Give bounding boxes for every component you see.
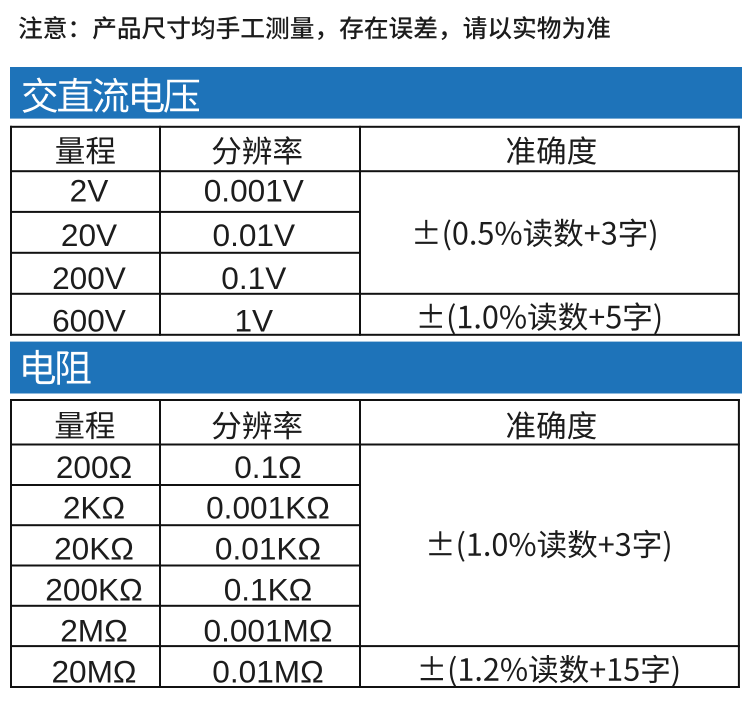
svg-text:0.1V: 0.1V xyxy=(221,260,286,296)
svg-text:2MΩ: 2MΩ xyxy=(60,612,128,648)
svg-text:0.001MΩ: 0.001MΩ xyxy=(204,612,333,648)
svg-text:600V: 600V xyxy=(52,303,126,339)
svg-text:200V: 200V xyxy=(52,260,126,296)
svg-text:0.1KΩ: 0.1KΩ xyxy=(224,572,313,608)
svg-text:0.01V: 0.01V xyxy=(213,217,296,253)
svg-text:20MΩ: 20MΩ xyxy=(51,654,136,690)
svg-text:0.001KΩ: 0.001KΩ xyxy=(206,490,330,526)
svg-text:1V: 1V xyxy=(234,303,273,339)
svg-text:0.01MΩ: 0.01MΩ xyxy=(212,654,323,690)
svg-text:200KΩ: 200KΩ xyxy=(45,572,142,608)
svg-text:20V: 20V xyxy=(61,217,117,253)
svg-text:20KΩ: 20KΩ xyxy=(54,531,134,567)
svg-text:200Ω: 200Ω xyxy=(56,449,132,485)
svg-text:2KΩ: 2KΩ xyxy=(63,490,125,526)
svg-text:0.01KΩ: 0.01KΩ xyxy=(215,531,321,567)
svg-text:2V: 2V xyxy=(70,173,109,209)
svg-text:0.1Ω: 0.1Ω xyxy=(234,449,302,485)
svg-text:0.001V: 0.001V xyxy=(204,173,304,209)
